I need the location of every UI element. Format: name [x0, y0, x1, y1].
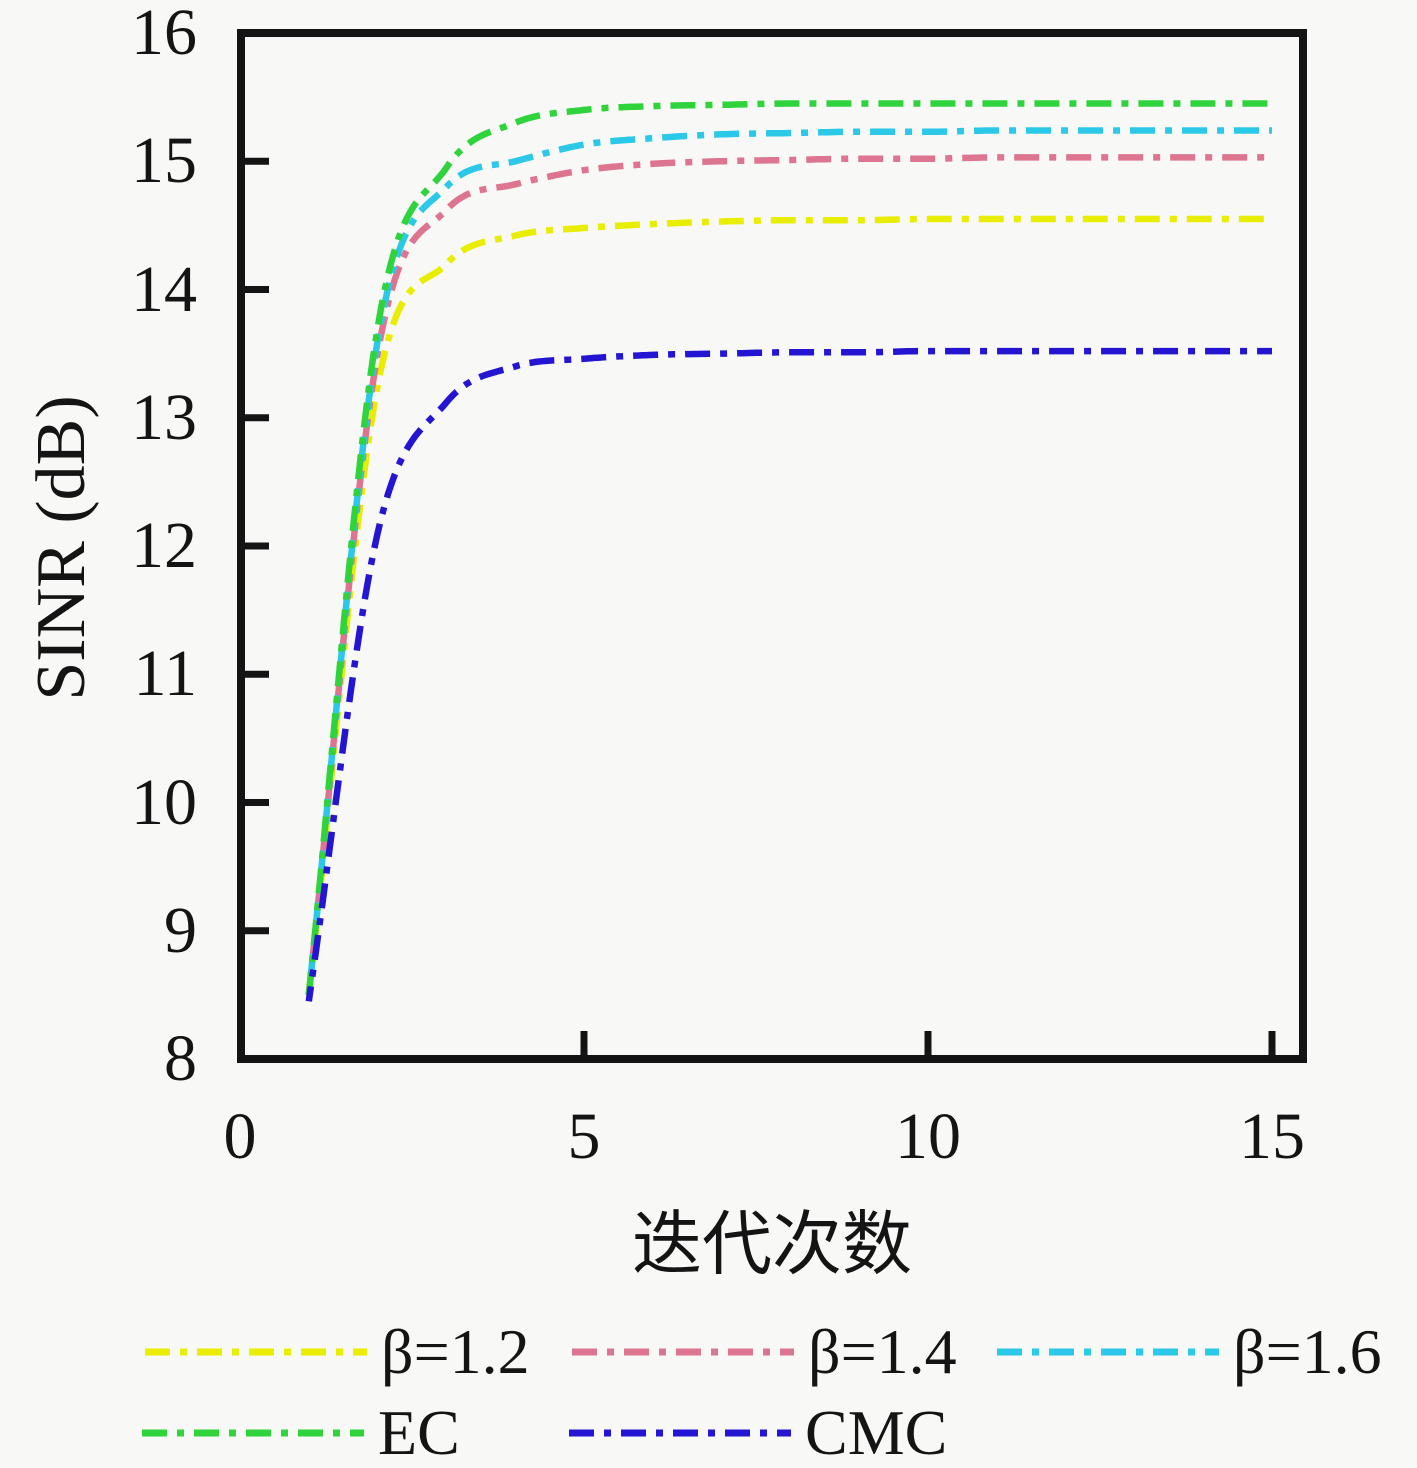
legend-label: CMC [805, 1397, 948, 1468]
series-line-beta-1-2 [305, 215, 1272, 996]
legend-swatch-beta-1-2 [145, 1348, 367, 1356]
y-tick-label: 10 [131, 765, 197, 839]
y-tick-label: 16 [131, 0, 197, 69]
x-tick-label: 0 [223, 1100, 257, 1173]
legend-label: EC [378, 1397, 460, 1468]
series-line-ec [305, 100, 1272, 996]
legend-item-beta-1-4: β=1.4 [570, 1320, 957, 1384]
y-tick-label: 8 [164, 1022, 197, 1095]
legend-item-beta-1-6: β=1.6 [995, 1320, 1382, 1384]
legend-label: β=1.2 [381, 1316, 530, 1387]
x-tick-label: 5 [567, 1100, 601, 1173]
y-tick-label: 15 [131, 124, 197, 198]
y-tick-label: 12 [131, 509, 197, 582]
x-tick-label: 15 [1239, 1100, 1305, 1173]
legend-swatch-beta-1-6 [997, 1348, 1219, 1356]
x-tick-label: 10 [895, 1100, 961, 1173]
legend-item-cmc: CMC [567, 1401, 947, 1465]
y-axis-title: SINR (dB) [23, 395, 100, 701]
axis-frame [237, 29, 1307, 1063]
y-tick-label: 14 [131, 252, 197, 326]
legend-label: β=1.4 [808, 1316, 957, 1387]
legend-label: β=1.6 [1233, 1316, 1382, 1387]
legend-swatch-cmc [569, 1429, 791, 1437]
legend-swatch-ec [142, 1429, 364, 1437]
x-axis-title: 迭代次数 [632, 1207, 912, 1284]
y-tick-label: 9 [164, 893, 197, 967]
series-line-cmc [305, 347, 1272, 1002]
legend-swatch-beta-1-4 [572, 1348, 794, 1356]
y-tick-label: 11 [133, 637, 197, 711]
series-line-beta-1-4 [305, 154, 1272, 996]
y-tick-label: 13 [131, 380, 197, 454]
series-line-beta-1-6 [305, 127, 1272, 996]
legend-item-ec: EC [140, 1401, 460, 1465]
legend-item-beta-1-2: β=1.2 [143, 1320, 530, 1384]
